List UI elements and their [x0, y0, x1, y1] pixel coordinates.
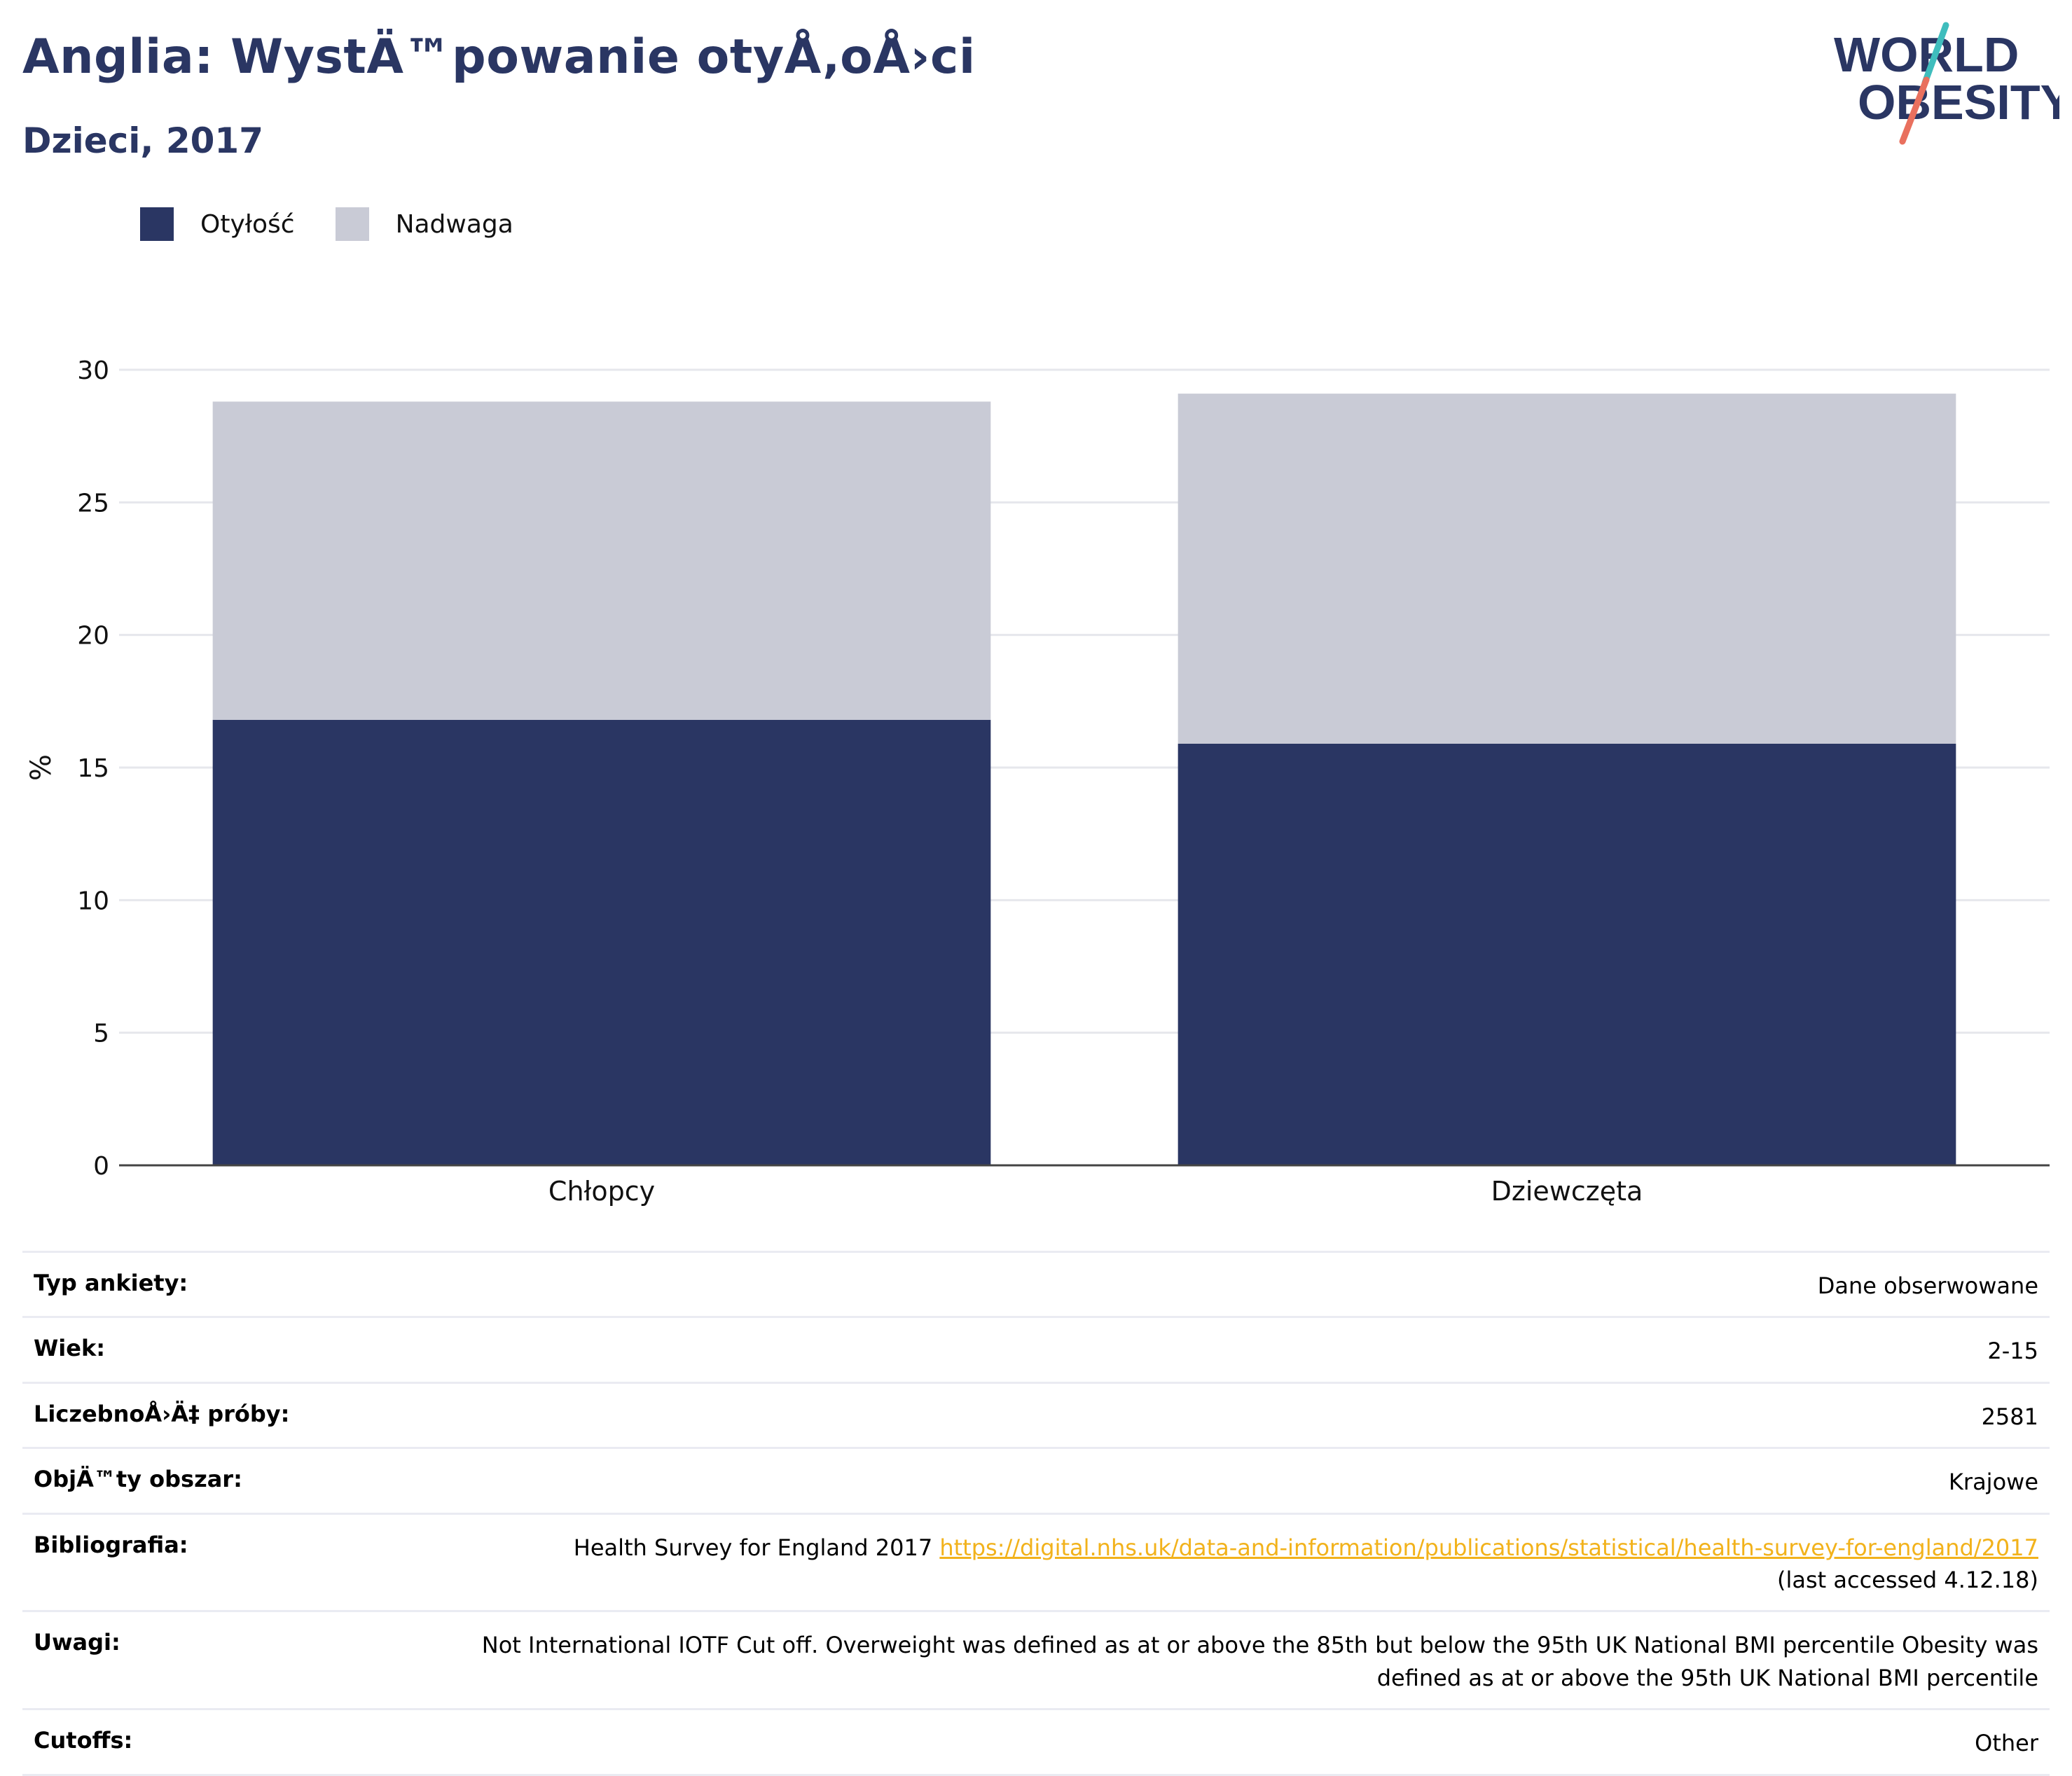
- y-tick-label: 10: [77, 887, 109, 915]
- bar-chart: 0 5 10 15 20 25 30% Chłopcy Dziewczęta: [25, 356, 2050, 1207]
- legend-swatch-otylosc: [140, 207, 174, 241]
- world-obesity-logo: WORLD OBESITY: [1834, 22, 2059, 145]
- survey-info-table: Typ ankiety: Dane obserwowane Wiek: 2-15…: [22, 1251, 2050, 1776]
- bibliography-text: Health Survey for England 2017: [573, 1534, 933, 1561]
- bar-segment-Nadwaga: [1177, 394, 1956, 744]
- x-tick-label: Chłopcy: [548, 1176, 655, 1207]
- info-row-cutoffs: Cutoffs: Other: [22, 1708, 2050, 1776]
- info-label: Uwagi:: [34, 1629, 120, 1656]
- y-tick-label: 5: [93, 1020, 109, 1048]
- chart-title: Anglia: WystÄ™powanie otyÅ‚oÅ›ci: [22, 29, 976, 85]
- legend-swatch-nadwaga: [335, 207, 369, 241]
- y-tick-label: 15: [77, 754, 109, 783]
- info-label: ObjÄ™ty obszar:: [34, 1466, 242, 1493]
- info-value: Other: [1975, 1730, 2038, 1757]
- logo-line2: OBESITY: [1858, 75, 2059, 130]
- legend-item-nadwaga[interactable]: Nadwaga: [335, 207, 513, 241]
- info-value: Not International IOTF Cut off. Overweig…: [481, 1632, 2038, 1691]
- legend-item-otylosc[interactable]: Otyłość: [140, 207, 295, 241]
- info-label: Bibliografia:: [34, 1531, 188, 1558]
- legend-label-otylosc: Otyłość: [200, 209, 295, 239]
- info-row-sample-size: LiczebnoÅ›Ä‡ próby: 2581: [22, 1381, 2050, 1447]
- info-value: 2-15: [1987, 1338, 2038, 1365]
- chart-legend: Otyłość Nadwaga: [140, 207, 554, 241]
- y-tick-label: 0: [93, 1152, 109, 1181]
- bar-segment-Otyłość: [212, 719, 991, 1165]
- info-value: Krajowe: [1948, 1469, 2038, 1496]
- legend-label-nadwaga: Nadwaga: [395, 209, 513, 239]
- info-label: Cutoffs:: [34, 1727, 133, 1754]
- info-label: Typ ankiety:: [34, 1270, 188, 1296]
- info-row-age: Wiek: 2-15: [22, 1316, 2050, 1381]
- bar-segment-Otyłość: [1177, 743, 1956, 1165]
- y-tick-label: 30: [77, 356, 109, 385]
- info-label: LiczebnoÅ›Ä‡ próby:: [34, 1400, 290, 1427]
- info-value: Health Survey for England 2017 https://d…: [574, 1532, 2038, 1597]
- info-row-notes: Uwagi: Not International IOTF Cut off. O…: [22, 1610, 2050, 1708]
- bibliography-note: (last accessed 4.12.18): [1777, 1566, 2038, 1593]
- y-tick-label: 25: [77, 489, 109, 518]
- info-row-bibliography: Bibliografia: Health Survey for England …: [22, 1512, 2050, 1611]
- bar-segment-Nadwaga: [212, 401, 991, 720]
- bibliography-link[interactable]: https://digital.nhs.uk/data-and-informat…: [939, 1534, 2038, 1561]
- y-tick-label: 20: [77, 622, 109, 651]
- info-value: 2581: [1981, 1403, 2038, 1430]
- info-value: Dane obserwowane: [1817, 1272, 2038, 1299]
- x-tick-label: Dziewczęta: [1491, 1176, 1643, 1207]
- info-label: Wiek:: [34, 1335, 106, 1362]
- info-row-survey-type: Typ ankiety: Dane obserwowane: [22, 1251, 2050, 1316]
- chart-subtitle: Dzieci, 2017: [22, 120, 263, 161]
- logo-slash-coral: [1899, 76, 1930, 145]
- y-axis-label: %: [25, 754, 57, 781]
- logo-slash-teal: [1921, 22, 1949, 86]
- info-row-area: ObjÄ™ty obszar: Krajowe: [22, 1447, 2050, 1512]
